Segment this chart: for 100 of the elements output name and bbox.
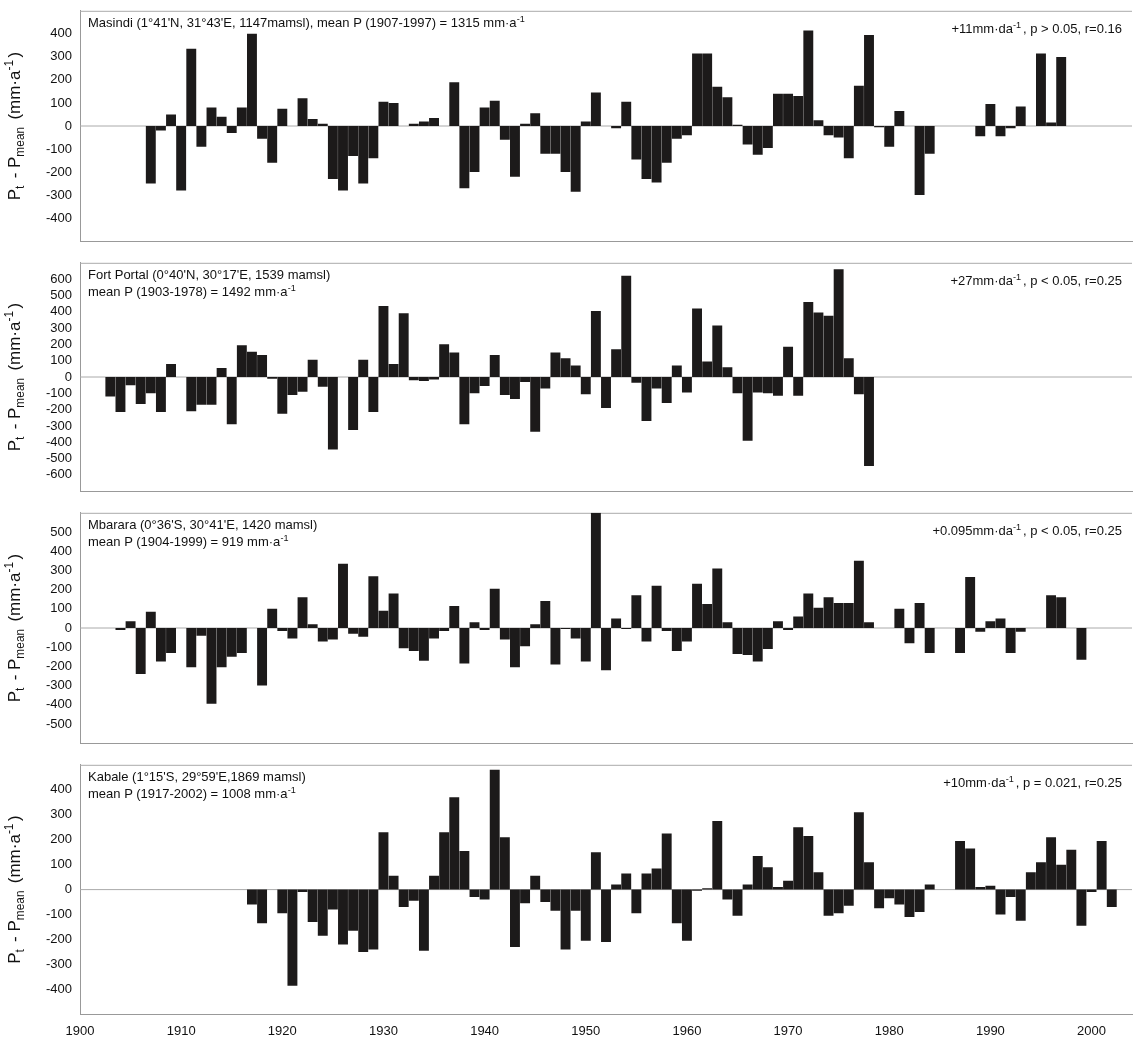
y-tick-label: -200 bbox=[45, 163, 72, 179]
bar bbox=[166, 114, 176, 126]
bar bbox=[307, 359, 318, 377]
chart-title: Mbarara (0°36'S, 30°41'E, 1420 mamsl) bbox=[88, 516, 318, 532]
y-tick-label: -400 bbox=[45, 209, 72, 225]
y-tick-label: 200 bbox=[50, 581, 72, 597]
bar bbox=[196, 126, 207, 147]
bar bbox=[216, 368, 227, 377]
y-tick-label: 400 bbox=[50, 25, 72, 41]
y-tick-label: -300 bbox=[45, 677, 72, 693]
y-tick-label: 300 bbox=[50, 561, 72, 577]
bar bbox=[449, 82, 460, 126]
y-tick-label: -500 bbox=[45, 450, 72, 466]
y-tick-label: -100 bbox=[45, 638, 72, 654]
bar bbox=[1076, 628, 1087, 660]
bar bbox=[590, 310, 601, 377]
bar bbox=[924, 884, 935, 890]
chart-title: Kabale (1°15'S, 29°59'E,1869 mamsl) bbox=[88, 768, 306, 784]
y-tick-label: -500 bbox=[45, 715, 72, 731]
y-tick-label: 400 bbox=[50, 781, 72, 797]
y-tick-label: -300 bbox=[45, 186, 72, 202]
x-tick-label: 1930 bbox=[369, 1022, 398, 1038]
y-tick-label: 200 bbox=[50, 831, 72, 847]
bar bbox=[358, 359, 369, 377]
y-tick-label: 100 bbox=[50, 600, 72, 616]
y-tick-label: 0 bbox=[64, 619, 72, 635]
y-tick-label: 500 bbox=[50, 523, 72, 539]
y-tick-label: -100 bbox=[45, 906, 72, 922]
bar bbox=[601, 889, 611, 943]
x-tick-label: 1900 bbox=[65, 1022, 95, 1038]
bar bbox=[601, 628, 611, 671]
bar bbox=[783, 346, 794, 377]
bar bbox=[580, 377, 591, 395]
x-tick-label: 2000 bbox=[1077, 1022, 1106, 1038]
bar bbox=[469, 622, 480, 628]
x-tick-label: 1910 bbox=[166, 1022, 196, 1038]
y-tick-label: -600 bbox=[45, 466, 72, 482]
bar bbox=[651, 585, 662, 628]
bar bbox=[368, 377, 379, 413]
x-tick-label: 1970 bbox=[773, 1022, 803, 1038]
bar bbox=[793, 377, 804, 396]
y-axis-title: Pt - Pmean (mm·a-1) bbox=[2, 815, 28, 964]
x-tick-label: 1960 bbox=[672, 1022, 702, 1038]
y-tick-label: -300 bbox=[45, 417, 72, 433]
bar bbox=[135, 628, 146, 675]
x-tick-label: 1990 bbox=[975, 1022, 1005, 1038]
bar bbox=[914, 603, 925, 628]
x-tick-label: 1950 bbox=[571, 1022, 601, 1038]
bar bbox=[965, 577, 976, 628]
y-tick-label: -200 bbox=[45, 931, 72, 947]
bar bbox=[924, 628, 935, 653]
bar bbox=[590, 512, 601, 628]
bar bbox=[226, 377, 237, 425]
y-axis-title: Pt - Pmean (mm·a-1) bbox=[2, 51, 28, 201]
bar bbox=[257, 628, 268, 686]
y-tick-label: 600 bbox=[50, 270, 72, 286]
bar bbox=[975, 126, 986, 137]
bar bbox=[489, 588, 500, 628]
x-tick-label: 1920 bbox=[267, 1022, 297, 1038]
bar bbox=[489, 354, 500, 377]
bar bbox=[590, 852, 601, 890]
bar bbox=[145, 611, 156, 628]
bar bbox=[894, 111, 905, 126]
y-tick-label: 100 bbox=[50, 856, 72, 872]
bar bbox=[267, 608, 278, 628]
y-tick-label: 500 bbox=[50, 287, 72, 303]
y-axis-title: Pt - Pmean (mm·a-1) bbox=[2, 302, 28, 452]
y-tick-label: 200 bbox=[50, 71, 72, 87]
bar bbox=[348, 377, 359, 431]
y-tick-label: -100 bbox=[45, 140, 72, 156]
x-tick-label: 1940 bbox=[470, 1022, 500, 1038]
bar bbox=[611, 618, 622, 628]
bar bbox=[1015, 106, 1026, 126]
y-tick-label: 100 bbox=[50, 352, 72, 368]
bar bbox=[894, 608, 905, 628]
bar bbox=[459, 628, 470, 664]
x-tick-label: 1980 bbox=[874, 1022, 904, 1038]
bar bbox=[601, 377, 611, 408]
bar bbox=[449, 605, 460, 628]
bar bbox=[955, 628, 965, 653]
bar bbox=[1096, 840, 1107, 890]
bar bbox=[530, 875, 541, 890]
bar bbox=[1106, 889, 1117, 908]
y-axis-title: Pt - Pmean (mm·a-1) bbox=[2, 553, 28, 703]
y-tick-label: 0 bbox=[64, 881, 72, 897]
bar bbox=[631, 595, 642, 628]
bar bbox=[773, 621, 783, 628]
chart-title: Fort Portal (0°40'N, 30°17'E, 1539 mamsl) bbox=[88, 266, 331, 282]
y-tick-label: 400 bbox=[50, 303, 72, 319]
y-tick-label: -400 bbox=[45, 433, 72, 449]
bar bbox=[975, 628, 986, 632]
bar bbox=[631, 889, 642, 914]
bar bbox=[671, 365, 682, 377]
y-tick-label: -400 bbox=[45, 696, 72, 712]
y-tick-label: -400 bbox=[45, 981, 72, 997]
y-tick-label: 0 bbox=[64, 117, 72, 133]
y-tick-label: -200 bbox=[45, 401, 72, 417]
bar bbox=[125, 621, 136, 628]
bar bbox=[681, 377, 692, 393]
bar bbox=[166, 363, 176, 377]
